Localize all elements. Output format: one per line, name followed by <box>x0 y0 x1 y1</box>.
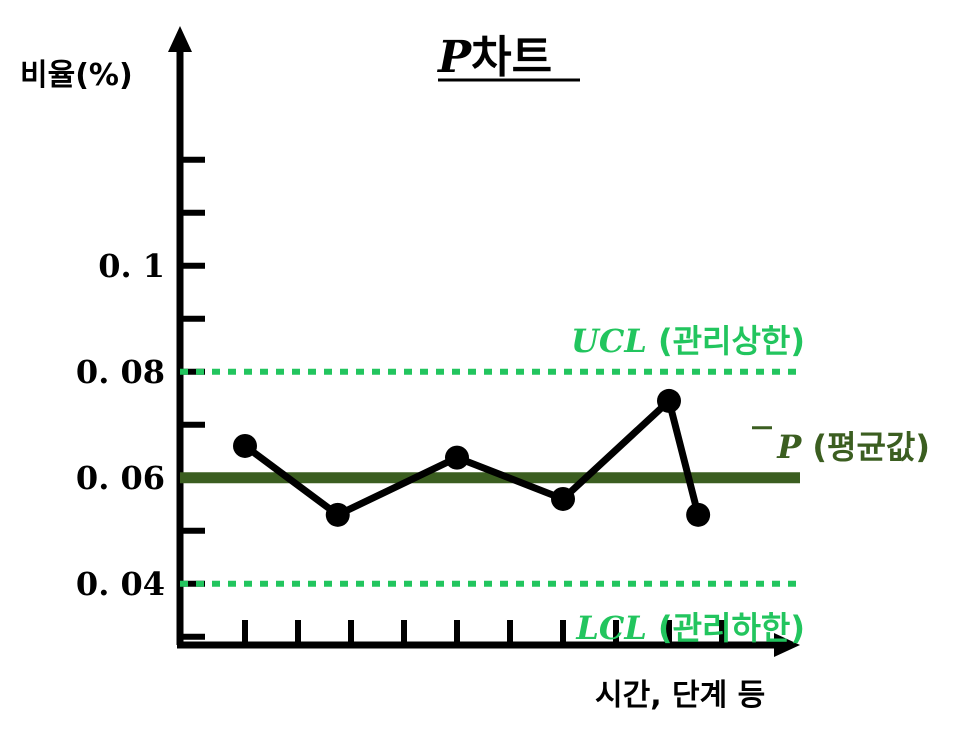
y-tick-label: 0. 1 <box>98 247 165 285</box>
mean-label: P (평균값) <box>776 428 930 466</box>
y-tick-label: 0. 08 <box>76 353 165 391</box>
data-point <box>445 445 469 470</box>
y-tick-label: 0. 06 <box>76 459 165 497</box>
lcl-label-variable: LCL <box>575 609 646 647</box>
lcl-label-text: (관리하한) <box>647 609 805 647</box>
mean-label-variable: P <box>776 428 802 466</box>
x-axis-arrowhead <box>774 633 800 657</box>
data-point <box>325 502 350 527</box>
x-axis-title: 시간, 단계 등 <box>595 678 765 713</box>
ucl-label-text: (관리상한) <box>647 322 805 360</box>
y-tick-label: 0. 04 <box>76 565 165 603</box>
data-line <box>242 397 702 519</box>
chart-title-variable: P <box>436 32 473 83</box>
ucl-label: UCL (관리상한) <box>571 322 805 360</box>
ucl-label-variable: UCL <box>571 322 647 360</box>
chart-title-suffix: 차트 <box>471 32 552 83</box>
y-axis-title: 비율(%) <box>20 58 133 93</box>
data-point <box>657 388 681 413</box>
chart-title: P차트 <box>436 32 552 83</box>
data-point <box>233 433 257 458</box>
lcl-label: LCL (관리하한) <box>575 609 805 647</box>
y-axis-arrowhead <box>168 26 192 52</box>
data-point <box>551 486 575 511</box>
data-point <box>686 502 711 527</box>
mean-label-text: (평균값) <box>801 428 930 466</box>
